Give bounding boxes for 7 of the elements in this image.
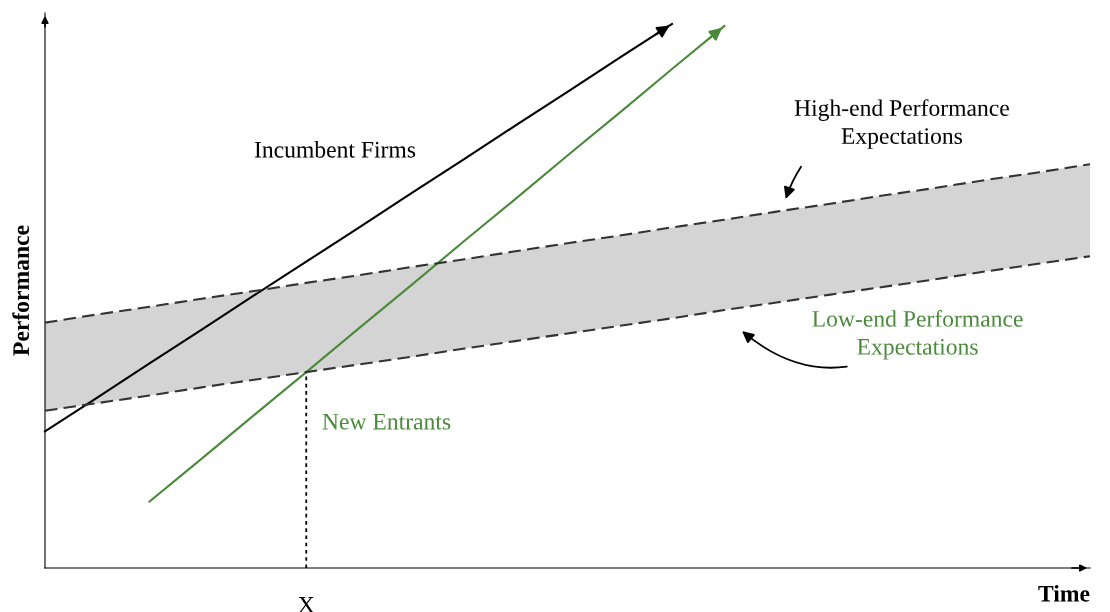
text: X bbox=[298, 597, 315, 612]
annotation: Low-end Performance Expectations bbox=[812, 309, 1023, 360]
annotation: High-end Performance Expectations bbox=[794, 99, 1009, 149]
x-axis-title: Time bbox=[1038, 585, 1090, 602]
series-label: New Entrants bbox=[322, 413, 451, 430]
series-label: Incumbent Firms bbox=[254, 141, 416, 158]
y-axis-title: Performance bbox=[12, 225, 30, 356]
